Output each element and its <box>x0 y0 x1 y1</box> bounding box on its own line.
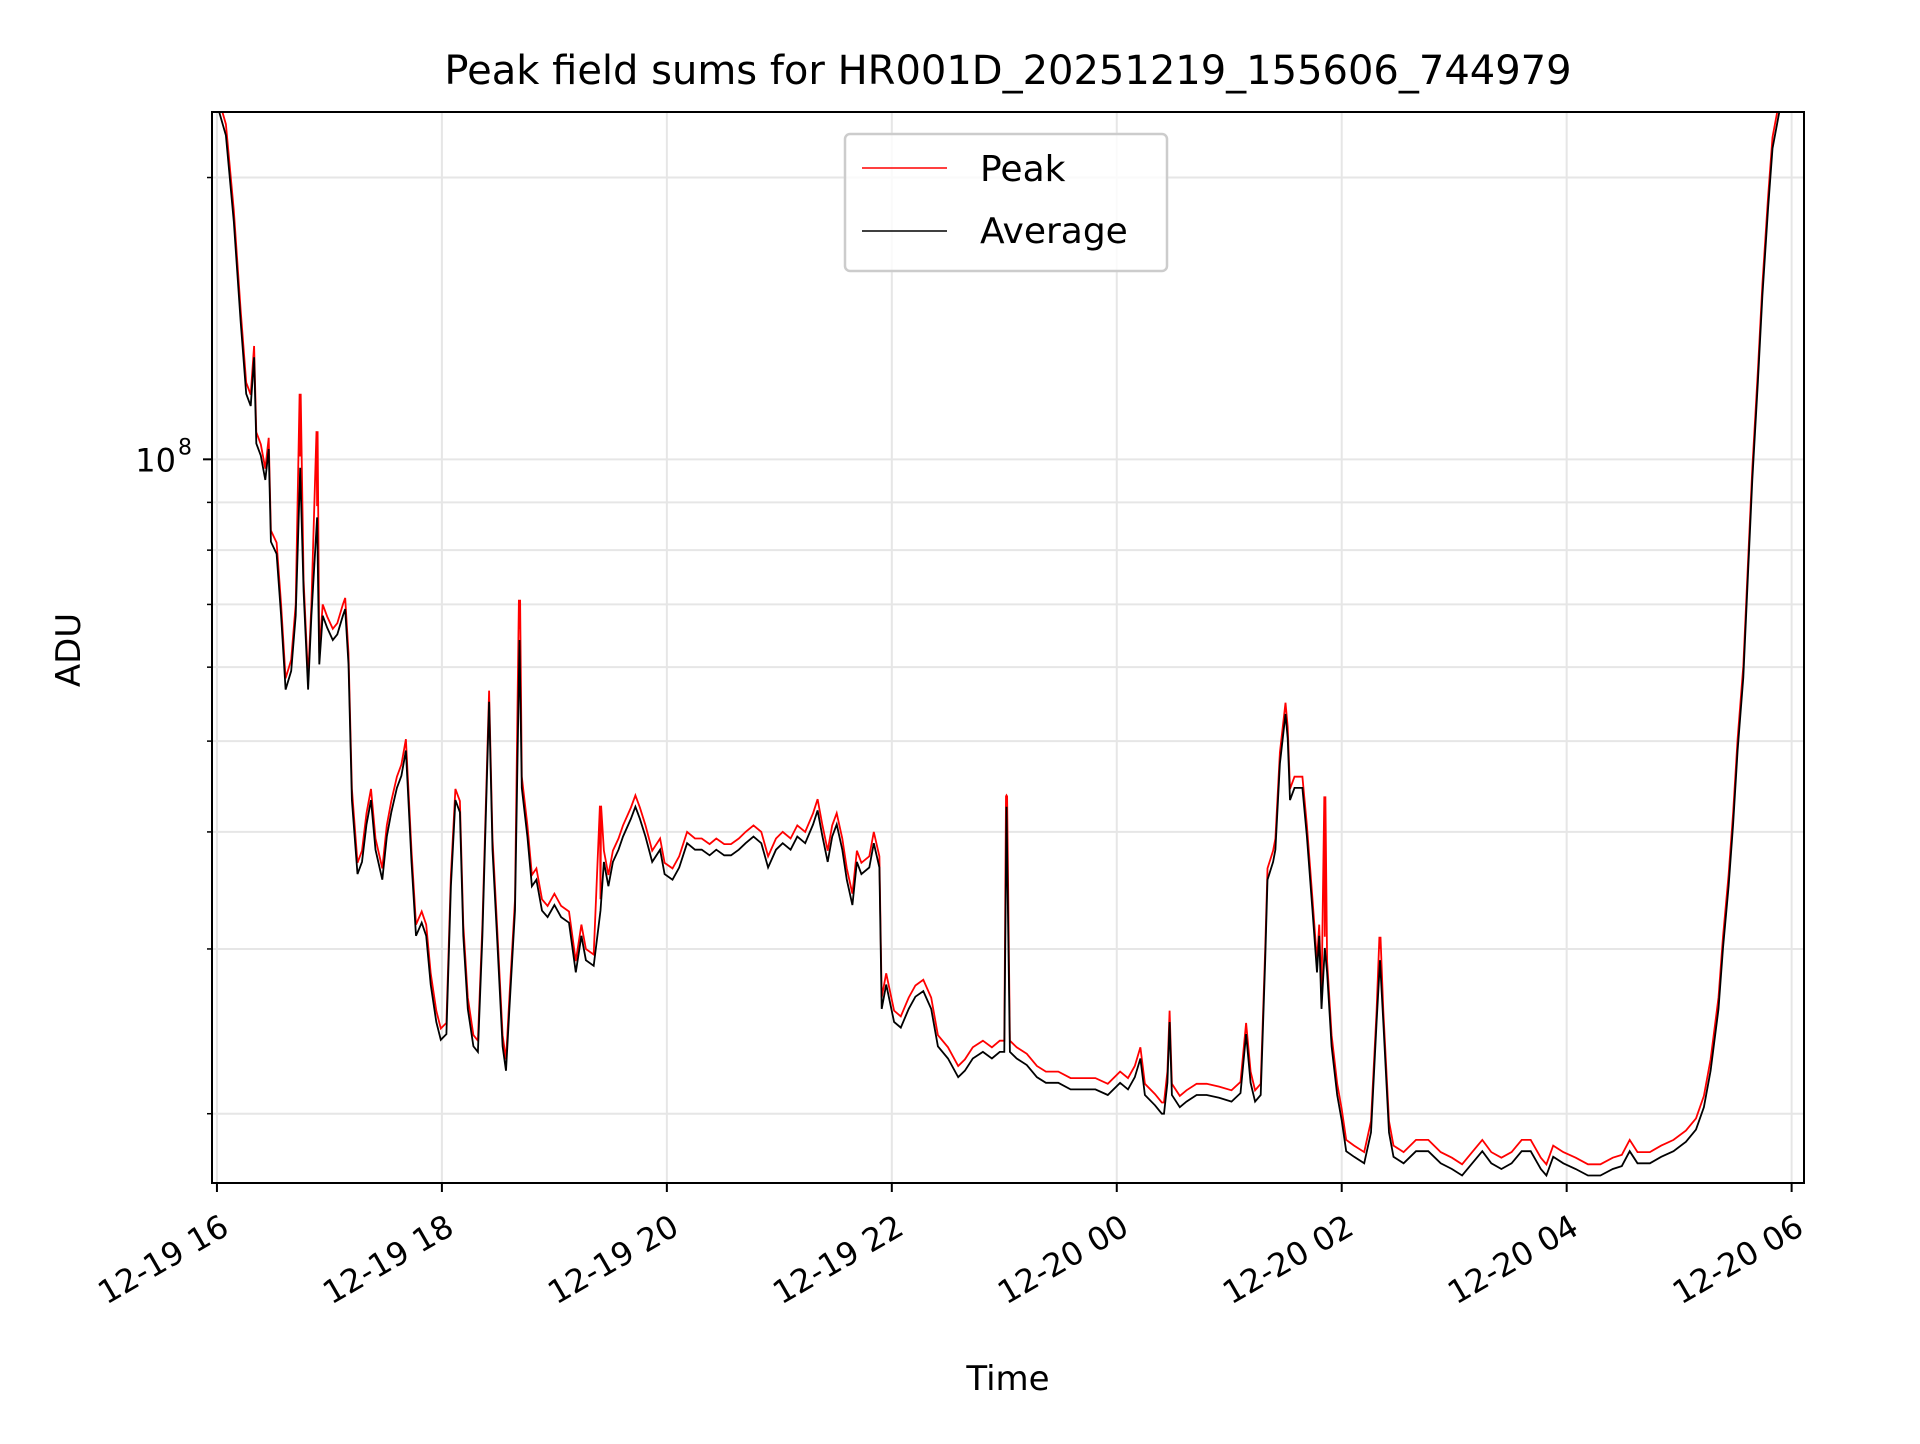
x-tick-label: 12-20 00 <box>991 1207 1135 1312</box>
plot-frame <box>211 111 1805 1184</box>
series-lines <box>218 112 1781 1178</box>
x-axis-ticks: 12-19 16 12-19 18 12-19 20 12-19 22 12-20 00… <box>91 1183 1810 1312</box>
y-axis-ticks: 10 8 <box>135 176 212 1115</box>
y-tick-exponent: 8 <box>178 435 192 460</box>
y-tick-label: 10 <box>135 441 176 479</box>
x-tick-label: 12-19 16 <box>91 1207 235 1312</box>
x-tick-label: 12-20 06 <box>1666 1207 1810 1312</box>
legend: Peak Average <box>843 132 1169 273</box>
x-tick-label: 12-20 04 <box>1441 1207 1585 1312</box>
x-tick-label: 12-19 22 <box>766 1207 910 1312</box>
legend-peak-label: Peak <box>980 149 1066 190</box>
average-series-line <box>218 112 1781 1178</box>
x-tick-label: 12-19 18 <box>316 1207 460 1312</box>
x-axis-label: Time <box>965 1359 1049 1399</box>
chart-title: Peak field sums for HR001D_20251219_1556… <box>444 48 1571 94</box>
peak-series-line <box>221 112 1779 1167</box>
x-tick-label: 12-19 20 <box>541 1207 685 1312</box>
legend-average-label: Average <box>980 211 1128 252</box>
gridlines <box>212 112 1804 1183</box>
y-axis-label: ADU <box>49 613 89 687</box>
x-tick-label: 12-20 02 <box>1216 1207 1360 1312</box>
